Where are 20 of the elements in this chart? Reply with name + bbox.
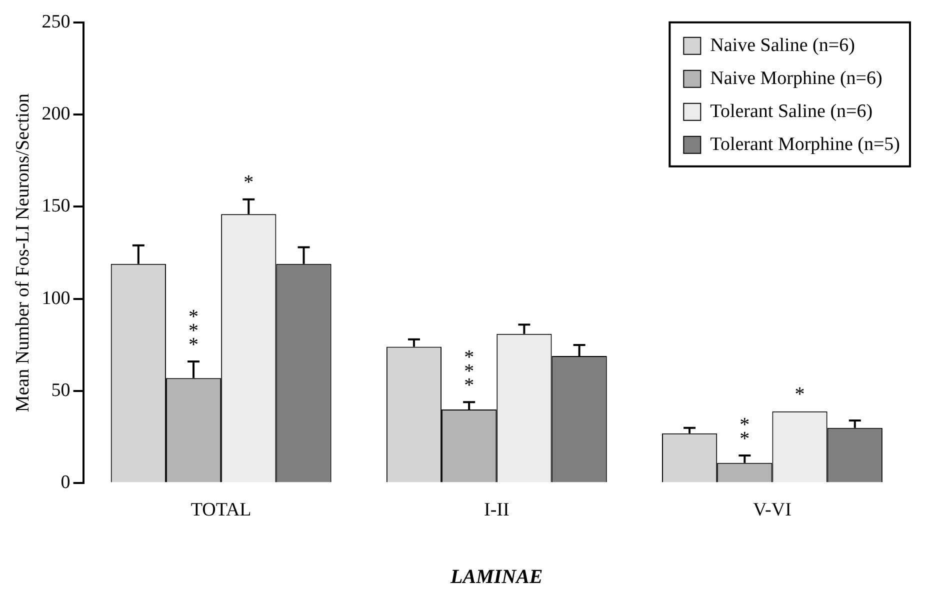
y-tick-label: 200 — [42, 104, 70, 125]
annotation: * — [794, 384, 805, 406]
y-axis-title: Mean Number of Fos-LI Neurons/Section — [12, 92, 34, 412]
legend-label: Tolerant Morphine (n=5) — [710, 134, 900, 155]
x-axis-title: LAMINAE — [450, 566, 543, 588]
y-tick-label: 50 — [51, 380, 70, 402]
y-tick-label: 0 — [60, 472, 70, 494]
y-tick-label: 150 — [42, 196, 70, 217]
y-tick-label: 100 — [42, 288, 70, 309]
legend-label: Tolerant Saline (n=6) — [710, 100, 873, 122]
annotation: * — [244, 172, 254, 194]
annotation: ** — [740, 414, 750, 450]
annotation: *** — [188, 306, 199, 356]
legend-label: Naive Morphine (n=6) — [710, 68, 882, 89]
y-tick-label: 250 — [42, 11, 70, 32]
annotation: *** — [464, 346, 474, 396]
x-tick-label: V-VI — [753, 500, 792, 521]
x-tick-label: I-II — [484, 500, 510, 521]
x-tick-label: TOTAL — [190, 500, 252, 521]
legend-label: Naive Saline (n=6) — [710, 34, 855, 56]
